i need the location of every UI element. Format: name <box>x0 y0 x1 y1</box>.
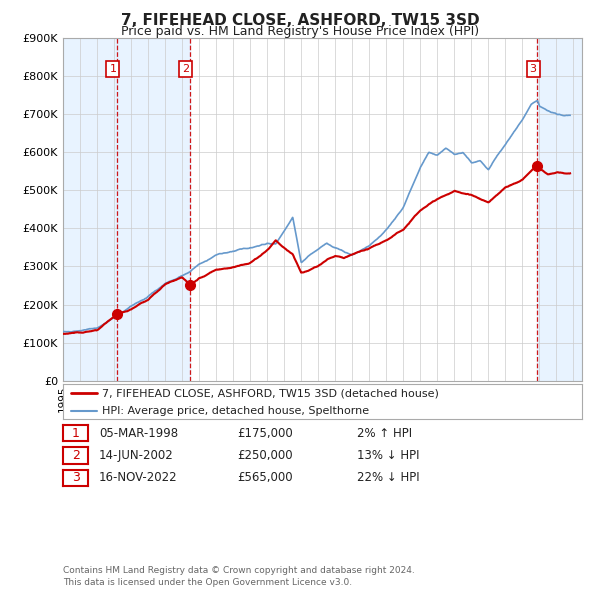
Text: 3: 3 <box>71 471 80 484</box>
Text: 2: 2 <box>71 449 80 462</box>
Text: 22% ↓ HPI: 22% ↓ HPI <box>357 471 419 484</box>
Text: 1: 1 <box>109 64 116 74</box>
Text: Price paid vs. HM Land Registry's House Price Index (HPI): Price paid vs. HM Land Registry's House … <box>121 25 479 38</box>
Text: 2% ↑ HPI: 2% ↑ HPI <box>357 427 412 440</box>
Text: 14-JUN-2002: 14-JUN-2002 <box>99 449 174 462</box>
Text: 7, FIFEHEAD CLOSE, ASHFORD, TW15 3SD: 7, FIFEHEAD CLOSE, ASHFORD, TW15 3SD <box>121 13 479 28</box>
Text: 7, FIFEHEAD CLOSE, ASHFORD, TW15 3SD (detached house): 7, FIFEHEAD CLOSE, ASHFORD, TW15 3SD (de… <box>102 388 439 398</box>
Text: HPI: Average price, detached house, Spelthorne: HPI: Average price, detached house, Spel… <box>102 406 369 416</box>
Text: 3: 3 <box>530 64 536 74</box>
Text: £175,000: £175,000 <box>237 427 293 440</box>
Text: Contains HM Land Registry data © Crown copyright and database right 2024.
This d: Contains HM Land Registry data © Crown c… <box>63 566 415 587</box>
Text: 13% ↓ HPI: 13% ↓ HPI <box>357 449 419 462</box>
Text: 2: 2 <box>182 64 189 74</box>
Bar <box>63 38 117 381</box>
Text: 1: 1 <box>71 427 80 440</box>
Bar <box>538 38 582 381</box>
Text: 05-MAR-1998: 05-MAR-1998 <box>99 427 178 440</box>
Text: £250,000: £250,000 <box>237 449 293 462</box>
Text: £565,000: £565,000 <box>237 471 293 484</box>
Text: 16-NOV-2022: 16-NOV-2022 <box>99 471 178 484</box>
Bar <box>117 38 190 381</box>
